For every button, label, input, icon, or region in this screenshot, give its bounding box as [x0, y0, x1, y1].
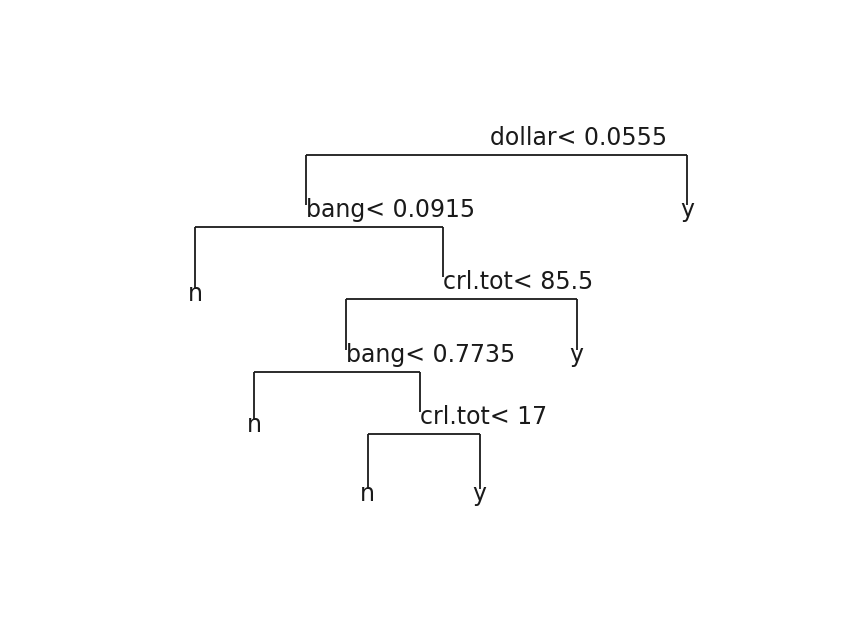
Text: n: n	[187, 282, 202, 307]
Text: crl.tot< 85.5: crl.tot< 85.5	[442, 270, 593, 294]
Text: bang< 0.7735: bang< 0.7735	[346, 342, 515, 367]
Text: y: y	[473, 483, 486, 506]
Text: n: n	[360, 483, 375, 506]
Text: n: n	[246, 413, 262, 436]
Text: dollar< 0.0555: dollar< 0.0555	[490, 126, 667, 150]
Text: y: y	[680, 198, 694, 222]
Text: y: y	[569, 342, 584, 367]
Text: bang< 0.0915: bang< 0.0915	[306, 198, 474, 222]
Text: crl.tot< 17: crl.tot< 17	[420, 406, 547, 429]
